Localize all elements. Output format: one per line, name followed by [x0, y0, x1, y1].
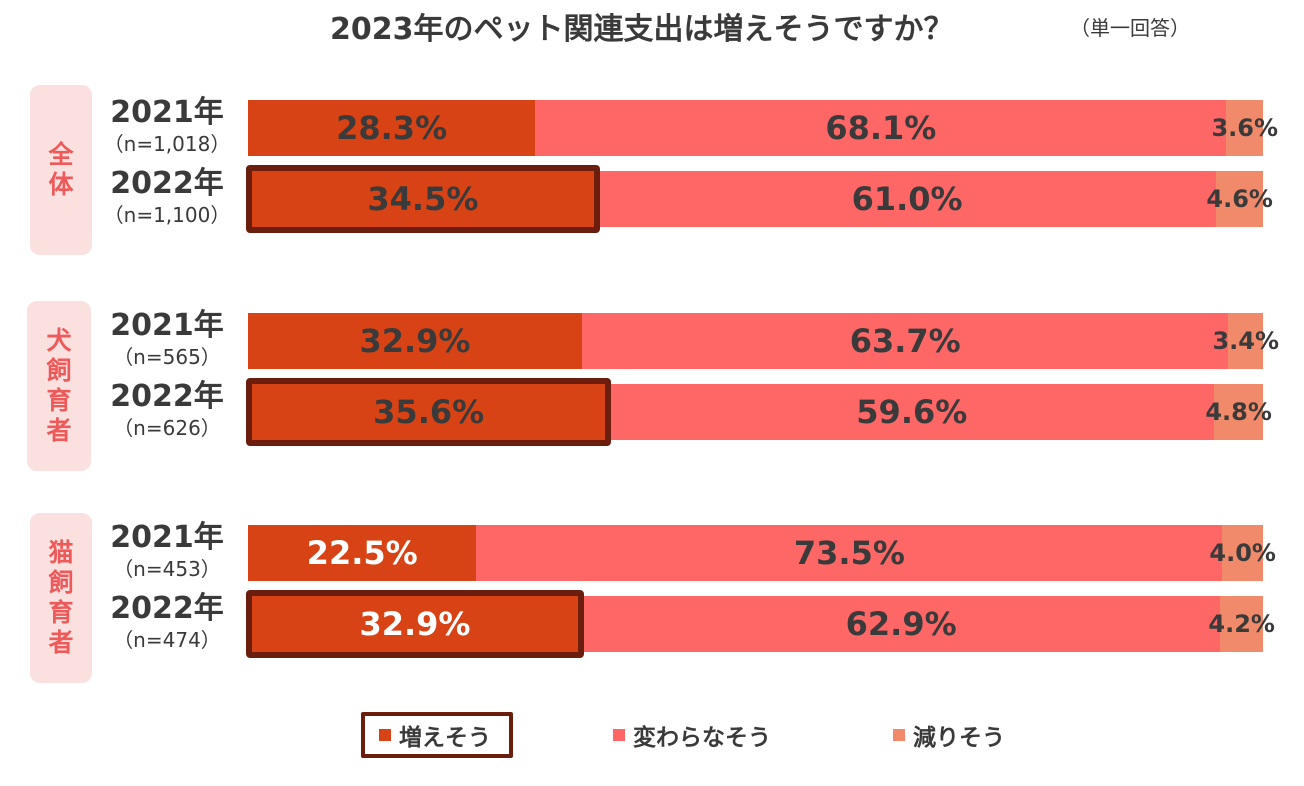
data-label: 34.5% — [367, 180, 479, 218]
data-label: 61.0% — [851, 180, 963, 218]
group-label-text: 全体 — [48, 140, 74, 199]
data-label: 4.8% — [1205, 398, 1272, 426]
sample-size-label: （n=626） — [113, 416, 221, 440]
bar-segment: 59.6% — [609, 384, 1215, 440]
sample-size-label: （n=474） — [113, 628, 221, 652]
bar-row: 22.5% 73.5% 4.0% — [248, 525, 1276, 581]
legend-label: 減りそう — [913, 725, 1005, 751]
data-label: 59.6% — [856, 393, 968, 431]
bar-segment: 35.6% — [248, 384, 610, 440]
sample-size-label: （n=453） — [113, 557, 221, 581]
year-label: 2021年 — [110, 308, 224, 343]
year-label: 2021年 — [110, 95, 224, 130]
bar-segment: 4.6% — [1206, 171, 1273, 227]
bar-segment: 73.5% — [476, 525, 1223, 581]
sample-size-label: （n=1,100） — [103, 203, 231, 227]
bar-segment: 32.9% — [248, 596, 582, 652]
data-label: 3.6% — [1211, 114, 1278, 142]
bar-row: 28.3% 68.1% 3.6% — [248, 100, 1278, 156]
year-label: 2021年 — [110, 520, 224, 555]
chart-title: 2023年のペット関連支出は増えそうですか？ — [330, 12, 954, 47]
bar-segment: 32.9% — [248, 313, 582, 369]
data-label: 63.7% — [849, 322, 961, 360]
data-label: 32.9% — [359, 322, 471, 360]
legend-item: 変わらなそう — [613, 719, 771, 751]
bar-segment: 34.5% — [248, 171, 598, 227]
data-label: 35.6% — [373, 393, 485, 431]
highlight-box — [246, 590, 584, 658]
data-label: 4.6% — [1206, 185, 1273, 213]
sample-size-label: （n=1,018） — [103, 132, 231, 156]
group-label: 猫飼育者 — [30, 513, 92, 683]
highlight-box — [246, 378, 612, 446]
bar-segment: 62.9% — [581, 596, 1221, 652]
data-label: 68.1% — [825, 109, 937, 147]
bar-row: 34.5% 61.0% 4.6% — [248, 171, 1273, 227]
data-label: 73.5% — [793, 534, 905, 572]
bar-segment: 4.0% — [1209, 525, 1276, 581]
bar-segment: 68.1% — [535, 100, 1227, 156]
bar-segment: 4.2% — [1208, 596, 1275, 652]
bar-segment: 63.7% — [581, 313, 1229, 369]
highlight-box — [246, 165, 600, 233]
legend-swatch — [379, 729, 391, 741]
chart-subtitle: （単一回答） — [1070, 16, 1190, 40]
data-label: 62.9% — [845, 605, 957, 643]
bar-row: 35.6% 59.6% 4.8% — [248, 384, 1272, 440]
bar-segment: 4.8% — [1205, 384, 1272, 440]
group-label-text: 犬飼育者 — [46, 326, 72, 445]
year-label: 2022年 — [110, 166, 224, 201]
bar-segment: 3.4% — [1212, 313, 1279, 369]
bar-segment: 28.3% — [248, 100, 536, 156]
bar-segment: 3.6% — [1211, 100, 1278, 156]
sample-size-label: （n=565） — [113, 345, 221, 369]
bar-row: 32.9% 63.7% 3.4% — [248, 313, 1279, 369]
legend-label: 増えそう — [399, 725, 491, 751]
legend-item: 減りそう — [893, 719, 1005, 751]
data-label: 28.3% — [336, 109, 448, 147]
legend-swatch — [893, 729, 905, 741]
year-label: 2022年 — [110, 591, 224, 626]
bar-segment: 61.0% — [597, 171, 1217, 227]
group-label-text: 猫飼育者 — [48, 538, 74, 657]
group-label: 全体 — [30, 85, 92, 255]
data-label: 4.2% — [1208, 610, 1275, 638]
data-label: 32.9% — [359, 605, 471, 643]
legend-highlight-box — [361, 712, 513, 758]
data-label: 3.4% — [1212, 327, 1280, 355]
bar-segment: 22.5% — [248, 525, 477, 581]
group-label: 犬飼育者 — [27, 301, 91, 471]
year-label: 2022年 — [110, 379, 224, 414]
data-label: 22.5% — [306, 534, 418, 572]
bar-row: 32.9% 62.9% 4.2% — [248, 596, 1275, 652]
legend-label: 変わらなそう — [633, 725, 771, 751]
legend-item: 増えそう — [379, 719, 491, 751]
data-label: 4.0% — [1209, 539, 1276, 567]
legend-swatch — [613, 729, 625, 741]
